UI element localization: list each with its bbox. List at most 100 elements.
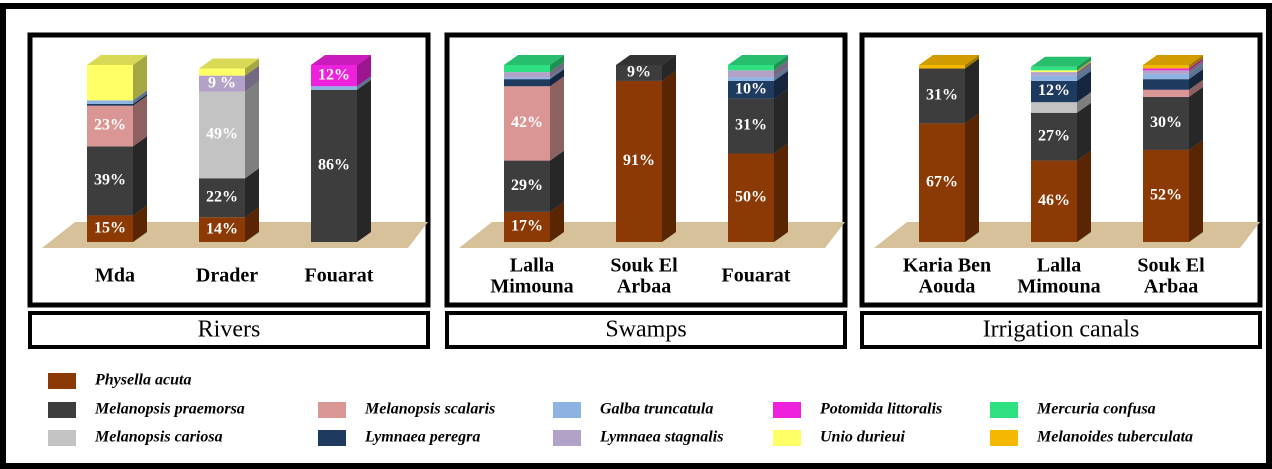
bar-side <box>1189 58 1203 71</box>
bar-side <box>1189 139 1203 242</box>
bar-side <box>550 76 564 161</box>
bar-segment <box>1031 66 1077 71</box>
bar-side <box>133 205 147 242</box>
panel-title: Rivers <box>198 317 261 343</box>
bar-side-shade <box>1189 69 1203 90</box>
bar-side <box>1189 60 1203 74</box>
bar-side-shade <box>965 55 979 69</box>
bar-side-shade <box>133 90 147 104</box>
bar-side-shade <box>357 76 371 90</box>
bar-side <box>965 113 979 242</box>
bar-top-shade <box>1143 55 1203 65</box>
bar-segment <box>728 153 774 242</box>
bar-segment <box>311 89 357 242</box>
bar-top-shade <box>87 55 147 65</box>
bar-side <box>1189 55 1203 69</box>
bar-segment <box>199 91 245 179</box>
value-label: 30% <box>1150 114 1182 131</box>
bar-side <box>133 93 147 106</box>
bar-top-shade <box>199 58 259 69</box>
bar-segment <box>1031 75 1077 81</box>
bar-side-shade <box>1189 79 1203 97</box>
bar-segment <box>199 217 245 242</box>
bar-side <box>357 76 371 90</box>
bar-side-shade <box>133 93 147 106</box>
value-label: 29% <box>511 177 543 194</box>
bar-side <box>774 67 788 81</box>
bar-segment <box>728 70 774 78</box>
bar-top <box>616 55 676 65</box>
bar-side <box>550 55 564 73</box>
bar-segment <box>919 68 965 124</box>
value-label: 67% <box>926 173 958 190</box>
legend-swatch <box>48 430 76 446</box>
bar-side <box>1077 92 1091 113</box>
outer-border <box>0 3 1272 469</box>
bar-side <box>550 150 564 212</box>
bar-top <box>504 55 564 65</box>
legend-label: Physella acuta <box>94 372 191 389</box>
bar-side <box>245 81 259 179</box>
bar-segment <box>1143 73 1189 80</box>
bar-segment <box>504 211 550 242</box>
x-tick-label: Arbaa <box>1144 276 1198 298</box>
value-label: 23% <box>94 117 126 134</box>
panel-box <box>444 32 848 308</box>
bar-segment <box>1031 160 1077 242</box>
bar-side <box>245 58 259 76</box>
panel-title: Irrigation canals <box>983 317 1140 343</box>
x-tick-label: Lalla <box>510 255 554 277</box>
legend-label: Galba truncatula <box>600 401 713 418</box>
bar-segment <box>504 65 550 73</box>
legend-label: Lymnaea peregra <box>364 429 480 446</box>
bar-side <box>774 60 788 78</box>
bar-segment <box>311 86 357 90</box>
bar-side <box>1189 86 1203 150</box>
bar-side-shade <box>774 88 788 154</box>
bar-side-shade <box>550 69 564 87</box>
bar-side-shade <box>550 76 564 161</box>
bar-side-shade <box>965 58 979 124</box>
bar-top-shade <box>504 55 564 65</box>
bar-side-shade <box>1077 92 1091 113</box>
bar-segment <box>87 146 133 216</box>
legend-label: Unio durieui <box>820 429 905 446</box>
legend-label: Mercuria confusa <box>1036 401 1156 418</box>
bar-side <box>550 201 564 242</box>
bar-segment <box>728 98 774 154</box>
bar-side <box>1077 150 1091 242</box>
bar-side <box>774 55 788 71</box>
title-box <box>445 311 847 349</box>
bar-side-shade <box>1189 60 1203 74</box>
bar-side <box>550 62 564 78</box>
bar-segment <box>919 65 965 69</box>
bar-top-shade <box>616 55 676 65</box>
bar-side <box>1077 56 1091 71</box>
value-label: 27% <box>1038 127 1070 144</box>
bar-side <box>1189 79 1203 97</box>
panel-title: Swamps <box>605 317 686 343</box>
bar-segment <box>199 178 245 218</box>
value-label: 10% <box>735 80 767 97</box>
bar-segment <box>1143 96 1189 150</box>
bar-side-shade <box>1189 86 1203 150</box>
legend-swatch <box>773 430 801 446</box>
x-tick-label: Fouarat <box>305 265 374 287</box>
value-label: 14% <box>206 220 238 237</box>
bar-side-shade <box>1077 56 1091 71</box>
bar-side-shade <box>133 205 147 242</box>
bar-segment <box>728 80 774 99</box>
bar-segment <box>919 123 965 242</box>
bar-side <box>245 65 259 92</box>
value-label: 22% <box>206 188 238 205</box>
bar-side-shade <box>133 55 147 101</box>
bar-segment <box>87 65 133 101</box>
bar-segment <box>504 72 550 78</box>
bar-side <box>550 69 564 87</box>
bar-segment <box>87 100 133 104</box>
bar-side-shade <box>1077 102 1091 161</box>
legend-swatch <box>48 373 76 389</box>
bar-segment <box>616 65 662 81</box>
x-tick-label: Souk El <box>610 255 678 277</box>
bar-side-shade <box>550 201 564 242</box>
